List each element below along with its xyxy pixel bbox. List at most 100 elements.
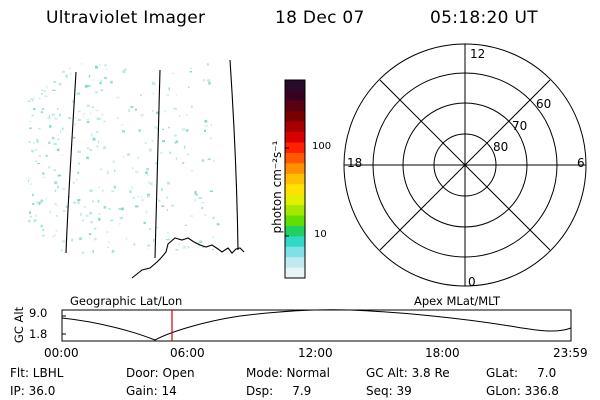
emission-pixel [175, 94, 177, 96]
emission-pixel [97, 186, 101, 189]
emission-pixel [48, 141, 51, 144]
emission-pixel [148, 181, 150, 185]
emission-pixel [76, 92, 81, 95]
emission-pixel [175, 157, 178, 160]
emission-pixel [186, 153, 189, 155]
emission-pixel [107, 246, 109, 248]
emission-pixel [80, 212, 82, 216]
emission-pixel [28, 180, 30, 183]
colorbar-band [285, 215, 305, 227]
emission-pixel [56, 215, 58, 217]
emission-pixel [194, 199, 197, 202]
emission-pixel [135, 170, 139, 173]
emission-pixel [199, 240, 203, 243]
timeline-y-title: GC Alt [12, 306, 26, 344]
emission-pixel [95, 91, 99, 93]
emission-pixel [40, 111, 44, 113]
emission-pixel [54, 189, 57, 192]
emission-pixel [78, 110, 81, 113]
emission-speckles [28, 63, 220, 254]
emission-pixel [78, 162, 80, 165]
emission-pixel [29, 127, 32, 130]
emission-pixel [103, 76, 107, 80]
emission-pixel [143, 221, 146, 224]
emission-pixel [65, 205, 68, 208]
emission-pixel [207, 79, 211, 82]
emission-pixel [201, 159, 205, 162]
longitude-line-1 [65, 71, 77, 254]
emission-pixel [93, 227, 97, 230]
emission-pixel [34, 214, 37, 217]
emission-pixel [149, 148, 152, 152]
emission-pixel [100, 168, 102, 171]
emission-pixel [152, 92, 155, 95]
emission-pixel [194, 190, 197, 194]
status-mode: Mode: Normal [246, 366, 330, 380]
emission-pixel [42, 228, 44, 232]
emission-pixel [133, 243, 136, 246]
emission-pixel [108, 241, 110, 243]
emission-pixel [129, 190, 132, 194]
emission-pixel [146, 168, 150, 171]
emission-pixel [181, 128, 186, 131]
emission-pixel [156, 227, 159, 229]
emission-pixel [190, 215, 193, 217]
emission-pixel [119, 216, 123, 220]
emission-pixel [52, 89, 56, 91]
emission-pixel [28, 120, 32, 122]
emission-pixel [86, 104, 90, 108]
emission-pixel [56, 205, 59, 207]
emission-pixel [212, 216, 215, 219]
emission-pixel [109, 80, 113, 84]
emission-pixel [77, 150, 81, 153]
emission-pixel [57, 138, 60, 141]
emission-pixel [92, 200, 94, 203]
emission-pixel [77, 201, 80, 204]
emission-pixel [146, 193, 151, 196]
emission-pixel [134, 108, 137, 111]
colorbar-band [285, 246, 305, 258]
emission-pixel [154, 126, 158, 129]
emission-pixel [127, 153, 130, 156]
emission-pixel [123, 156, 125, 158]
emission-pixel [82, 115, 84, 118]
emission-pixel [194, 193, 198, 196]
emission-pixel [48, 115, 51, 118]
coastline [131, 237, 245, 279]
emission-pixel [108, 208, 111, 210]
emission-pixel [118, 208, 122, 210]
emission-pixel [168, 238, 170, 241]
emission-pixel [32, 202, 35, 205]
emission-pixel [175, 140, 179, 143]
timeline-left-caption: Geographic Lat/Lon [70, 294, 183, 308]
emission-pixel [84, 84, 88, 88]
colorbar-band [285, 184, 305, 196]
emission-pixel [96, 131, 99, 133]
emission-pixel [156, 111, 160, 115]
emission-pixel [92, 79, 94, 81]
emission-pixel [53, 169, 57, 171]
emission-pixel [212, 236, 214, 239]
emission-pixel [61, 127, 64, 131]
emission-pixel [124, 68, 127, 71]
emission-pixel [101, 113, 104, 117]
emission-pixel [191, 170, 193, 172]
emission-pixel [38, 201, 41, 205]
emission-pixel [54, 202, 57, 206]
timeline-xtick-1800: 18:00 [425, 346, 460, 360]
emission-pixel [29, 219, 31, 223]
emission-pixel [46, 85, 48, 89]
status-gc-alt: GC Alt: 3.8 Re [366, 366, 450, 380]
emission-pixel [90, 221, 93, 224]
status-dsp: Dsp: 7.9 [246, 384, 312, 398]
emission-pixel [42, 172, 45, 175]
emission-pixel [28, 100, 31, 102]
emission-pixel [121, 124, 124, 126]
emission-pixel [147, 173, 149, 176]
emission-pixel [68, 67, 71, 70]
emission-pixel [141, 196, 143, 198]
colorbar-band [285, 163, 305, 175]
emission-pixel [100, 117, 102, 121]
